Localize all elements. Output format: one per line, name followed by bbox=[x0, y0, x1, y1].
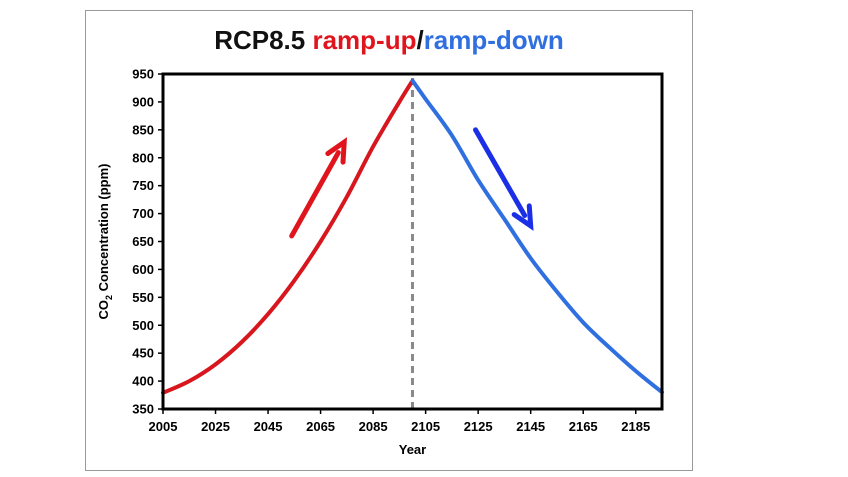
y-tick-label: 750 bbox=[132, 178, 154, 193]
y-tick-label: 900 bbox=[132, 94, 154, 109]
y-tick-label: 600 bbox=[132, 262, 154, 277]
y-tick-label: 850 bbox=[132, 122, 154, 137]
x-tick-label: 2005 bbox=[149, 419, 178, 434]
x-tick-label: 2025 bbox=[201, 419, 230, 434]
y-tick-label: 350 bbox=[132, 402, 154, 417]
x-tick-label: 2105 bbox=[411, 419, 440, 434]
x-tick-label: 2065 bbox=[306, 419, 335, 434]
x-tick-label: 2045 bbox=[254, 419, 283, 434]
x-tick-label: 2145 bbox=[516, 419, 545, 434]
co2-chart: RCP8.5 ramp-up/ramp-down 350 400 450 500 550… bbox=[96, 25, 664, 457]
y-tick-label: 800 bbox=[132, 150, 154, 165]
trend-arrow-head-down-icon bbox=[511, 203, 534, 231]
chart-title: RCP8.5 ramp-up/ramp-down bbox=[214, 25, 564, 55]
x-tick-label: 2085 bbox=[359, 419, 388, 434]
x-tick-label: 2165 bbox=[569, 419, 598, 434]
y-axis-label: CO2 Concentration (ppm) bbox=[96, 164, 114, 320]
chart-frame: RCP8.5 ramp-up/ramp-down 350 400 450 500 550… bbox=[85, 10, 693, 471]
x-axis-title: Year bbox=[399, 442, 426, 457]
y-tick-label: 700 bbox=[132, 206, 154, 221]
x-tick-label: 2125 bbox=[464, 419, 493, 434]
y-axis-title: CO2 Concentration (ppm) bbox=[96, 164, 114, 320]
y-tick-label: 400 bbox=[132, 374, 154, 389]
trend-arrow-head-up-icon bbox=[325, 137, 348, 165]
ramp-up-line bbox=[161, 78, 415, 395]
ramp-down-line bbox=[410, 78, 664, 395]
title-part-3: ramp-down bbox=[424, 25, 564, 55]
trend-arrow-up-icon bbox=[289, 150, 341, 239]
plot-border bbox=[161, 72, 664, 411]
y-tick-label: 550 bbox=[132, 290, 154, 305]
plot-area: 350 400 450 500 550 600 650 700 750 800 850 900 950 2… bbox=[132, 67, 664, 434]
x-tick-label: 2185 bbox=[621, 419, 650, 434]
title-part-0: RCP8.5 bbox=[214, 25, 312, 55]
title-part-1: ramp-up bbox=[312, 25, 416, 55]
y-tick-label: 450 bbox=[132, 346, 154, 361]
y-tick-label: 650 bbox=[132, 234, 154, 249]
title-part-2: / bbox=[416, 25, 423, 55]
trend-arrow-down-icon bbox=[473, 127, 528, 218]
y-tick-label: 500 bbox=[132, 318, 154, 333]
y-tick-label: 950 bbox=[132, 67, 154, 82]
